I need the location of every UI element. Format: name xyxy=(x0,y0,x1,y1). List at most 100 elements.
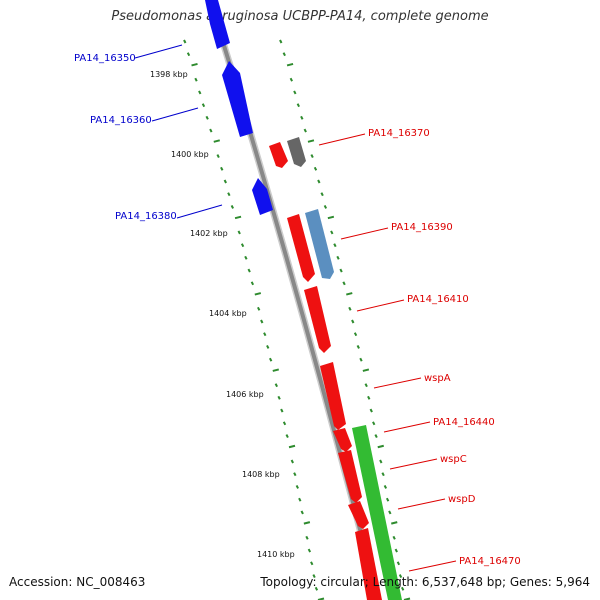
scale-tick xyxy=(209,128,213,133)
scale-tick xyxy=(336,255,340,260)
scale-tick xyxy=(327,215,335,220)
scale-tick xyxy=(369,408,373,413)
feature-green[interactable] xyxy=(352,425,402,600)
label-wspA[interactable]: wspA xyxy=(424,373,451,384)
label-PA14_16380[interactable]: PA14_16380 xyxy=(115,211,177,222)
label-PA14_16440[interactable]: PA14_16440 xyxy=(433,417,495,428)
scale-tick xyxy=(351,319,355,324)
scale-tick xyxy=(230,205,234,209)
scale-tick xyxy=(183,39,187,44)
gene-PA14_16360[interactable] xyxy=(222,61,253,137)
scale-tick xyxy=(240,243,245,248)
scale-tick xyxy=(198,90,202,95)
leader-PA14_16410 xyxy=(356,299,405,312)
scale-tick xyxy=(201,103,206,108)
gene-PA14_16390[interactable] xyxy=(287,214,315,282)
gene-PA14_16370[interactable] xyxy=(269,142,288,168)
scale-tick xyxy=(266,345,270,349)
scale-tick xyxy=(385,497,390,502)
scale-tick xyxy=(391,521,398,525)
gene-wspD[interactable] xyxy=(348,501,369,529)
scale-tick xyxy=(293,472,297,477)
scale-tick xyxy=(364,383,368,388)
feature-gray[interactable] xyxy=(287,137,306,167)
scale-tick xyxy=(374,434,378,438)
scale-tick xyxy=(234,215,242,220)
scale-tick xyxy=(381,472,385,477)
scale-tick xyxy=(274,383,278,388)
scale-tick xyxy=(247,268,251,273)
label-PA14_16390[interactable]: PA14_16390 xyxy=(391,222,453,233)
scale-tick xyxy=(377,444,384,449)
label-wspD[interactable]: wspD xyxy=(448,494,476,505)
scale-label-1404: 1404 kbp xyxy=(209,309,247,318)
scale-tick xyxy=(282,52,286,57)
scale-tick xyxy=(346,292,353,296)
scale-tick xyxy=(396,561,401,566)
feature-steelblue[interactable] xyxy=(305,209,334,279)
scale-tick xyxy=(254,292,262,296)
label-PA14_16360[interactable]: PA14_16360 xyxy=(90,115,152,126)
gene-PA14_16470[interactable] xyxy=(355,528,382,600)
gene-wspC[interactable] xyxy=(338,450,362,503)
gene-wspA[interactable] xyxy=(320,362,346,430)
scale-tick xyxy=(303,521,311,525)
scale-tick xyxy=(310,154,314,158)
scale-tick xyxy=(367,395,371,400)
scale-tick xyxy=(312,574,316,578)
scale-tick xyxy=(310,561,314,566)
leader-PA14_16360 xyxy=(151,107,199,122)
scale-tick xyxy=(293,90,297,95)
scale-tick xyxy=(353,332,358,337)
scale-tick xyxy=(191,62,198,67)
label-PA14_16370[interactable]: PA14_16370 xyxy=(368,128,430,139)
scale-tick xyxy=(383,485,388,489)
scale-tick xyxy=(269,357,273,362)
leader-PA14_16370 xyxy=(318,133,366,146)
gene-PA14_16350[interactable] xyxy=(205,0,230,49)
scale-tick xyxy=(356,345,360,349)
scale-label-1400: 1400 kbp xyxy=(171,150,209,159)
label-wspC[interactable]: wspC xyxy=(440,454,467,465)
scale-tick xyxy=(348,306,352,311)
scale-tick xyxy=(392,535,396,540)
scale-tick xyxy=(223,179,227,184)
scale-tick xyxy=(216,154,220,158)
scale-tick xyxy=(290,459,294,464)
scale-tick xyxy=(339,268,343,273)
scale-tick xyxy=(220,166,224,171)
gene-PA14_16380[interactable] xyxy=(252,178,273,215)
leader-wspC xyxy=(389,458,438,470)
scale-tick xyxy=(323,205,328,209)
scale-tick xyxy=(286,62,294,67)
leader-PA14_16470 xyxy=(408,560,457,572)
scale-tick xyxy=(227,192,231,197)
scale-tick xyxy=(285,434,289,438)
scale-tick xyxy=(300,510,304,515)
scale-label-1410: 1410 kbp xyxy=(257,550,295,559)
scale-tick xyxy=(260,319,264,324)
label-PA14_16410[interactable]: PA14_16410 xyxy=(407,294,469,305)
label-PA14_16350[interactable]: PA14_16350 xyxy=(74,53,136,64)
scale-tick xyxy=(317,179,321,184)
scale-tick xyxy=(333,243,337,248)
genome-summary-text: Topology: circular; Length: 6,537,648 bp… xyxy=(260,575,590,589)
gene-labels: PA14_16350 PA14_16360 PA14_16380 PA14_16… xyxy=(74,44,521,572)
gene-PA14_16410[interactable] xyxy=(304,286,331,353)
scale-tick xyxy=(194,77,198,82)
gene-features xyxy=(205,0,402,600)
leader-PA14_16380 xyxy=(176,204,223,219)
scale-tick xyxy=(362,368,370,372)
leader-PA14_16350 xyxy=(134,44,183,59)
gene-PA14_16440[interactable] xyxy=(333,428,352,452)
scale-tick xyxy=(359,357,363,362)
scale-tick xyxy=(342,281,346,286)
scale-tick xyxy=(398,574,403,578)
scale-tick xyxy=(303,128,307,133)
scale-ticks-right xyxy=(279,39,411,600)
scale-tick xyxy=(250,281,255,286)
accession-text: Accession: NC_008463 xyxy=(9,575,146,589)
label-PA14_16470[interactable]: PA14_16470 xyxy=(459,556,521,567)
scale-tick xyxy=(186,52,191,57)
